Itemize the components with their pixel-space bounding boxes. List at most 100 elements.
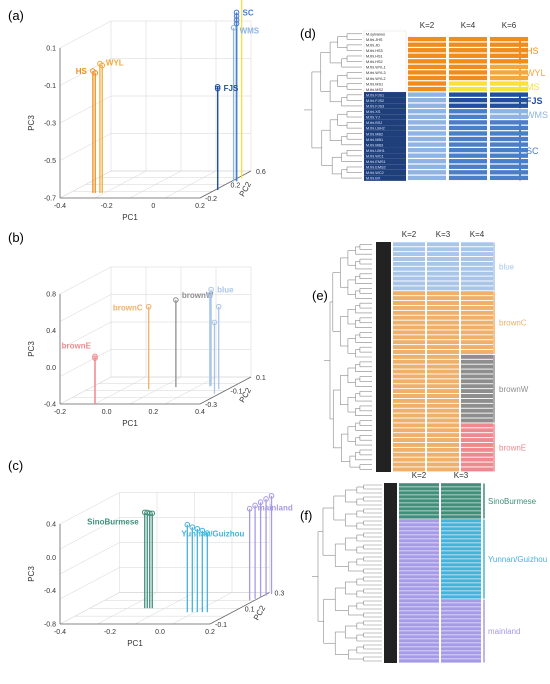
structure-bar <box>449 86 487 92</box>
structure-bar <box>461 286 493 291</box>
structure-bar <box>490 136 528 142</box>
structure-bar <box>441 607 481 611</box>
structure-bar <box>427 403 459 408</box>
structure-bar <box>461 462 493 467</box>
structure-bar <box>399 543 439 547</box>
sample-label-bg <box>364 130 406 137</box>
sample-label-box <box>384 483 397 663</box>
structure-bar <box>461 467 493 472</box>
sample-label: M.thi.BX <box>366 177 381 181</box>
sample-label: M.sylvanus <box>366 32 385 36</box>
structure-bar <box>393 271 425 276</box>
structure-bar <box>427 261 459 266</box>
structure-bar <box>441 659 481 663</box>
sample-label-bg <box>364 119 406 126</box>
structure-bar <box>393 394 425 398</box>
structure-bar <box>427 462 459 467</box>
grid-line <box>59 492 120 525</box>
structure-bar <box>490 36 528 42</box>
structure-bar <box>427 256 459 261</box>
series-label-HS: HS <box>76 67 88 76</box>
structure-bar <box>427 296 459 301</box>
structure-bar <box>393 452 425 457</box>
structure-bar <box>393 438 425 443</box>
group-label-SinoBurmese: SinoBurmese <box>488 497 537 506</box>
structure-bar <box>461 418 493 423</box>
structure-bar <box>449 103 487 108</box>
structure-bar <box>461 408 493 413</box>
structure-bar <box>461 330 493 335</box>
structure-bar <box>393 447 425 452</box>
structure-bar <box>399 527 439 531</box>
structure-bar <box>461 413 493 418</box>
structure-bar <box>427 271 459 276</box>
sample-label-bg <box>364 114 406 120</box>
structure-bar <box>393 291 425 296</box>
structure-bar <box>393 413 425 418</box>
structure-bar <box>408 175 446 181</box>
y-tick-label: 0.1 <box>256 375 266 382</box>
structure-bar <box>427 345 459 350</box>
structure-bar <box>441 507 481 511</box>
structure-bar <box>461 266 493 271</box>
structure-bar <box>408 170 446 175</box>
structure-bar <box>427 369 459 374</box>
structure-bar <box>399 639 439 643</box>
group-label-brownE: brownE <box>499 444 526 453</box>
sample-label: M.thi.WYL2 <box>366 77 386 81</box>
structure-bar <box>393 315 425 320</box>
structure-bar <box>449 170 487 175</box>
structure-bar <box>408 114 446 119</box>
data-point-mainland <box>263 496 269 502</box>
structure-bar <box>399 587 439 591</box>
structure-bar <box>490 42 528 47</box>
group-label-Yunnan/Guizhou: Yunnan/Guizhou <box>488 555 547 564</box>
grid-line <box>59 349 112 377</box>
group-label-brownW: brownW <box>499 385 529 394</box>
structure-bar <box>441 519 481 523</box>
structure-bar <box>449 131 487 136</box>
data-point-blue <box>207 291 213 298</box>
structure-bar <box>461 447 493 452</box>
series-label-WMS: WMS <box>240 27 260 36</box>
structure-bar <box>441 595 481 599</box>
structure-bar <box>393 340 425 345</box>
structure-bar <box>393 286 425 291</box>
structure-bar <box>490 103 528 108</box>
structure-bar <box>393 310 425 315</box>
structure-bar <box>449 64 487 70</box>
structure-bar <box>441 635 481 639</box>
data-point-blue <box>211 319 218 326</box>
group-label-SC: SC <box>526 146 539 156</box>
y-tick-label: 0.2 <box>231 183 241 190</box>
structure-bar <box>490 98 528 103</box>
structure-bar <box>461 320 493 325</box>
structure-bar <box>393 296 425 301</box>
structure-bar <box>461 398 493 403</box>
structure-bar <box>449 98 487 103</box>
structure-bar <box>461 379 493 384</box>
group-label-MS: MS <box>526 82 540 92</box>
x-tick-label: 0.2 <box>148 409 158 416</box>
structure-bar <box>427 354 459 359</box>
sample-label: M.thi.WYL3 <box>366 71 386 75</box>
structure-bar <box>399 511 439 515</box>
data-point-Yunnan/Guizhou <box>204 530 211 536</box>
sample-label-bg <box>364 175 406 181</box>
structure-bar <box>399 619 439 623</box>
structure-bar <box>399 623 439 627</box>
column-header: K=6 <box>502 21 517 30</box>
y-tick-label: -0.1 <box>215 622 227 629</box>
series-label-brownW: brownW <box>182 291 214 300</box>
z-axis-title: PC3 <box>27 115 36 131</box>
column-header: K=3 <box>436 230 451 239</box>
structure-bar <box>427 413 459 418</box>
sample-label: M.thi.JHS <box>366 38 383 42</box>
structure-bar <box>441 587 481 591</box>
structure-bar <box>441 503 481 507</box>
structure-bar <box>461 271 493 276</box>
structure-bar <box>399 615 439 619</box>
sample-label: M.thi.HS2 <box>366 60 383 64</box>
sample-label-bg <box>364 169 406 176</box>
structure-bar <box>427 291 459 296</box>
